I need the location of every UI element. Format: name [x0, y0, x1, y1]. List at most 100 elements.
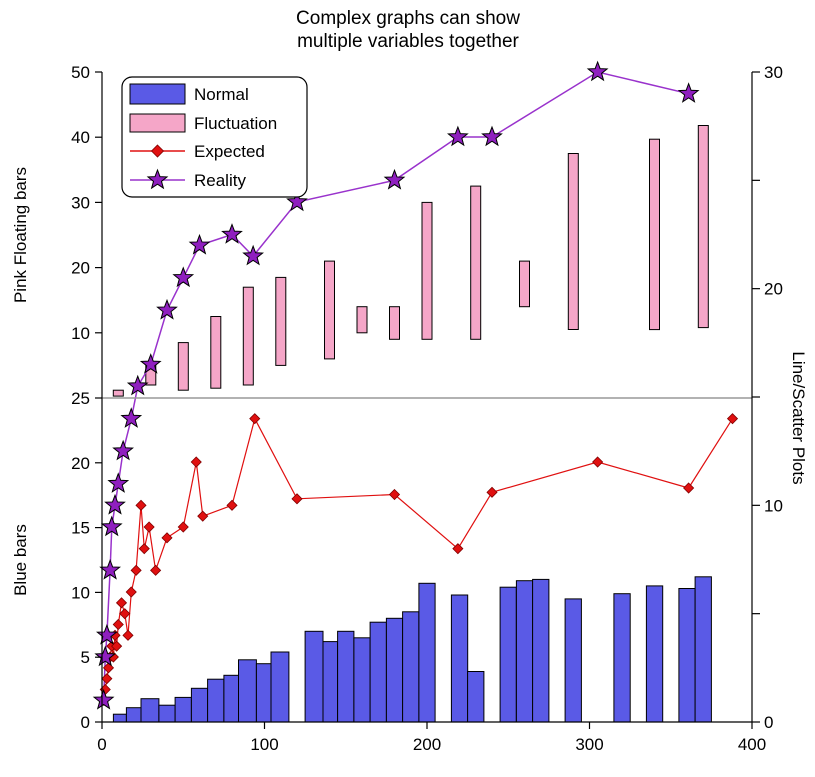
normal-bar-0	[112, 713, 127, 723]
reality-point-11	[156, 298, 178, 320]
y-bottom-tick-label-4: 20	[71, 454, 90, 473]
expected-point-29	[592, 456, 604, 468]
y-top-tick-label-3: 40	[71, 128, 90, 147]
fluctuation-bar-6	[324, 260, 335, 360]
normal-bar-18	[418, 582, 436, 723]
normal-bar-8	[238, 659, 257, 723]
normal-bar-19	[450, 594, 469, 723]
reality-point-12	[172, 266, 195, 288]
expected-point-27	[452, 543, 464, 555]
normal-bar-21	[499, 586, 517, 723]
normal-bar-10	[270, 651, 290, 723]
reality-point-3	[99, 558, 121, 580]
normal-bar-6	[207, 678, 225, 723]
chart-title: Complex graphs can show multiple variabl…	[296, 8, 520, 52]
fluctuation-bar-12	[567, 153, 579, 330]
x-tick-label-1: 100	[250, 735, 278, 754]
reality-point-17	[383, 168, 406, 190]
expected-point-10	[115, 597, 128, 609]
expected-point-26	[388, 488, 401, 501]
normal-bar-22	[515, 580, 534, 723]
normal-bar-20	[467, 671, 485, 723]
legend-box	[121, 76, 308, 198]
y-bottom-tick-label-0: 0	[81, 713, 90, 732]
expected-point-16	[138, 543, 150, 555]
axes	[95, 71, 760, 729]
y-bottom-axis-label: Blue bars	[11, 524, 30, 596]
reality-point-16	[286, 190, 308, 212]
fluctuation-bar-13	[649, 138, 660, 331]
reality-point-8	[120, 407, 143, 428]
chart-title-line-1: Complex graphs can show	[296, 8, 520, 29]
expected-point-22	[197, 510, 209, 522]
y-bottom-tick-label-1: 5	[81, 648, 90, 667]
expected-point-19	[161, 532, 173, 544]
fluctuation-bar-8	[389, 306, 400, 340]
reality-point-21	[677, 82, 700, 103]
normal-bar-26	[645, 585, 664, 723]
normal-bar-24	[564, 598, 582, 723]
expected-point-30	[683, 482, 695, 494]
fluctuation-bar-4	[242, 286, 254, 386]
reality-point-13	[188, 233, 211, 255]
y-top-tick-label-0: 10	[71, 324, 90, 343]
y-top-tick-label-2: 30	[71, 193, 90, 212]
expected-point-15	[135, 499, 147, 511]
reality-point-5	[104, 493, 126, 515]
reality-point-19	[481, 125, 503, 147]
expected-point-3	[102, 662, 115, 674]
fluctuation-bar-14	[697, 125, 709, 329]
reality-point-15	[242, 244, 264, 266]
normal-bar-27	[678, 588, 696, 723]
y-right-tick-label-2: 20	[764, 280, 783, 299]
expected-point-12	[122, 629, 134, 641]
normal-bar-13	[337, 630, 355, 723]
reality-point-20	[586, 60, 609, 82]
x-tick-label-4: 400	[738, 735, 766, 754]
legend: Normal Fluctuation Expected Reality	[121, 76, 308, 198]
normal-bar-28	[694, 576, 712, 723]
line-series	[92, 60, 739, 710]
chart-title-line-2: multiple variables together	[297, 31, 519, 52]
normal-bar-9	[255, 663, 272, 723]
fluctuation-bar-7	[356, 306, 368, 334]
fluctuation-bar-0	[112, 389, 124, 397]
x-tick-label-0: 0	[97, 735, 106, 754]
reality-point-7	[112, 439, 134, 461]
fluctuation-bar-2	[177, 342, 189, 391]
expected-point-28	[486, 486, 498, 498]
legend-label-expected: Expected	[194, 142, 265, 161]
normal-bar-11	[304, 630, 324, 723]
y-right-tick-label-1: 10	[764, 496, 783, 515]
expected-point-2	[101, 673, 113, 685]
normal-bar-7	[223, 674, 239, 723]
legend-label-reality: Reality	[194, 171, 246, 190]
expected-point-14	[130, 564, 142, 576]
normal-bar-1	[125, 707, 142, 723]
legend-swatch-normal	[129, 83, 186, 105]
reality-point-9	[126, 374, 149, 396]
normal-bar-23	[532, 578, 550, 723]
y-top-axis-label: Pink Floating bars	[11, 167, 30, 303]
y-bottom-tick-label-2: 10	[71, 583, 90, 602]
fluctuation-bar-9	[421, 201, 433, 340]
reality-point-2	[96, 623, 118, 645]
reality-point-1	[94, 645, 117, 667]
reality-point-6	[107, 472, 130, 493]
reality-point-0	[92, 688, 115, 710]
normal-bar-5	[190, 687, 209, 723]
reality-point-14	[221, 223, 243, 244]
normal-bars	[112, 576, 712, 723]
tick-labels: 0 100 200 300 400 10 20 30 40 50 0 5 10 15 20 25 0 10 20 30	[71, 63, 783, 754]
normal-bar-2	[140, 698, 160, 723]
expected-point-23	[226, 499, 238, 511]
normal-bar-25	[613, 593, 631, 723]
y-right-tick-label-0: 0	[764, 713, 773, 732]
expected-point-25	[291, 493, 303, 505]
legend-marker-reality	[146, 168, 169, 190]
x-tick-label-2: 200	[413, 735, 441, 754]
normal-bar-4	[174, 696, 192, 723]
y-bottom-tick-label-3: 15	[71, 519, 90, 538]
expected-point-20	[177, 521, 189, 533]
